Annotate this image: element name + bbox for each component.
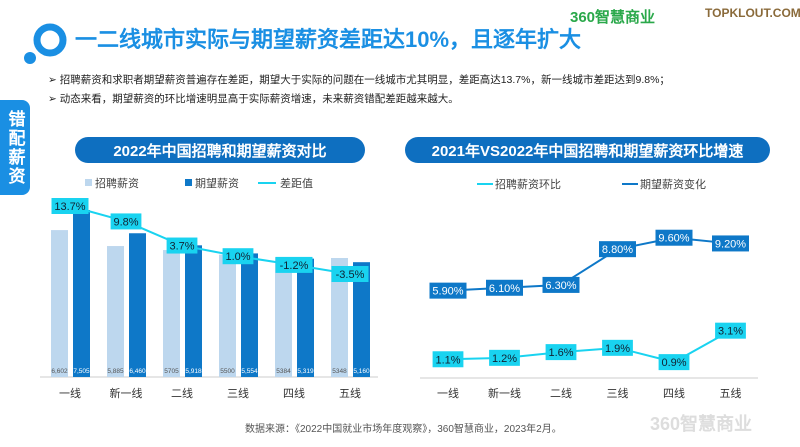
data-label-bg [545,344,577,361]
x-tick-label: 四线 [663,386,685,400]
gap-data-label: -3.5% [336,269,365,281]
x-tick-label: 新一线 [488,386,521,400]
bar-value-label: 5,885 [107,368,124,375]
data-label-bg [432,351,464,368]
x-tick-label: 新一线 [110,386,143,400]
x-tick-label: 三线 [607,386,629,400]
data-label: 1.1% [435,354,460,366]
gap-data-label: 9.8% [113,216,138,228]
legend-label: 差距值 [280,176,313,190]
data-label-bg [489,349,520,366]
x-tick-label: 三线 [227,386,249,400]
data-label: 6.10% [489,283,520,295]
data-label: 1.6% [548,347,573,359]
legend-label: 招聘薪资 [95,176,139,190]
data-label-bg [486,279,523,296]
brand-circle-icon [24,23,67,64]
bar-value-label: 7,505 [73,368,90,375]
watermark: 360智慧商业 [650,414,753,434]
data-label: 0.9% [661,357,686,369]
bar-value-label: 5,918 [185,368,202,375]
bar [331,257,348,377]
gap-data-label-bg [110,213,142,230]
bar-value-label: 5705 [164,368,179,375]
data-label-bg [429,282,467,299]
data-label-bg [658,354,690,371]
x-tick-label: 二线 [171,386,193,400]
gap-data-label-bg [166,237,198,254]
bar-value-label: 5384 [276,368,291,375]
gap-data-label-bg [331,266,369,282]
bar-value-label: 5500 [220,368,235,375]
bar [275,257,292,377]
x-tick-label: 一线 [437,386,459,400]
bar-value-label: 5,160 [353,368,370,375]
bar-value-label: 6,602 [51,368,68,375]
x-tick-label: 二线 [550,386,572,400]
bar [107,246,124,377]
data-label: 8.80% [602,244,633,256]
bar-value-label: 6,460 [129,368,146,375]
bar [219,254,236,377]
bar-value-label: 5,554 [241,368,258,375]
bar [73,210,90,377]
data-label: 5.90% [432,286,463,298]
legend-label: 招聘薪资环比 [495,177,561,191]
data-label-bg [712,235,749,252]
bar [163,250,180,377]
bar [51,230,68,377]
data-label-bg [602,339,633,356]
data-label-bg [599,241,636,258]
data-label: 1.9% [605,343,630,355]
legend-label: 期望薪资 [195,177,239,190]
x-tick-label: 五线 [720,386,742,400]
legend-swatch [85,179,92,186]
gap-data-label: 13.7% [54,201,85,213]
data-label-bg [715,322,746,339]
bar-value-label: 5348 [332,368,347,375]
data-label: 3.1% [718,326,743,338]
x-tick-label: 五线 [339,386,361,400]
data-label-bg [542,276,580,293]
logo-360: 360智慧商业 [570,9,656,26]
bar [353,262,370,377]
gap-data-label-bg [51,198,89,214]
side-tab: 错配薪资 [0,100,30,195]
bar [129,233,146,377]
x-tick-label: 四线 [283,386,305,400]
data-label: 1.2% [492,353,517,365]
gap-data-label: 3.7% [169,241,194,253]
bullet-1: ➢ 招聘薪资和求职者期望薪资普遍存在差距，期望大于实际的问题在一线城市尤其明显，… [48,74,670,86]
bar [185,245,202,377]
source-note: 数据来源：《2022中国就业市场年度观察》，360智慧商业，2023年2月。 [245,424,562,435]
data-label: 9.20% [715,238,746,250]
data-label: 9.60% [658,233,689,245]
x-tick-label: 一线 [59,386,81,400]
legend-swatch [185,179,192,186]
bar [297,258,314,377]
legend-label: 期望薪资变化 [640,177,706,191]
data-label-bg [655,229,693,246]
page-title: 一二线城市实际与期望薪资差距达10%，且逐年扩大 [75,27,582,52]
data-label: 6.30% [545,280,576,292]
right-chart-title: 2021年VS2022年中国招聘和期望薪资环比增速 [405,137,770,163]
logo-topklout: TOPKLOUT.COM [705,6,800,20]
left-chart: 招聘薪资 期望薪资 差距值 6,602 7,505 一线 5,885 6,460 新一线 5705… [40,176,378,400]
bar-value-label: 5,319 [297,368,314,375]
left-chart-title: 2022年中国招聘和期望薪资对比 [75,137,365,163]
bar [241,253,258,377]
gap-data-label-bg [222,248,254,265]
gap-data-label: 1.0% [225,251,250,263]
gap-data-label-bg [275,256,313,273]
bullet-2: ➢ 动态来看，期望薪资的环比增速明显高于实际薪资增速，未来薪资错配差距越来越大。 [48,93,459,105]
gap-data-label: -1.2% [280,260,309,272]
